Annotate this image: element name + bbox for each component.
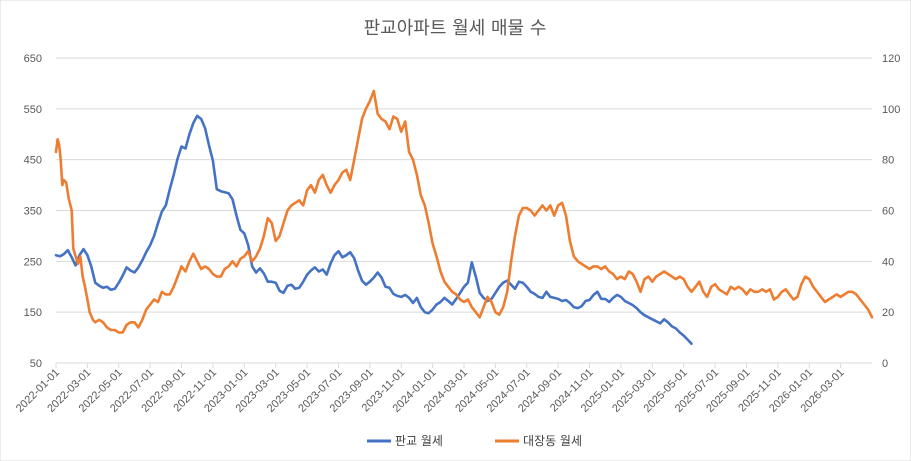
left-tick-label: 250 (24, 256, 42, 268)
left-y-axis: 50 150 250 350 450 550 650 (24, 53, 42, 370)
left-tick-label: 50 (30, 358, 42, 370)
legend: 판교 월세 대장동 월세 (367, 434, 582, 448)
right-tick-label: 0 (882, 358, 888, 370)
right-tick-label: 20 (882, 307, 894, 319)
left-tick-label: 350 (24, 206, 42, 218)
series (54, 89, 874, 346)
right-tick-label: 80 (882, 155, 894, 167)
left-tick-label: 650 (24, 53, 42, 65)
right-tick-label: 60 (882, 206, 894, 218)
right-y-axis: 0 20 40 60 80 100 120 (882, 53, 900, 370)
left-tick-label: 550 (24, 104, 42, 116)
left-tick-label: 450 (24, 155, 42, 167)
legend-label: 판교 월세 (395, 434, 443, 448)
right-tick-label: 120 (882, 53, 900, 65)
gridlines (56, 57, 872, 364)
right-tick-label: 40 (882, 256, 894, 268)
right-tick-label: 100 (882, 104, 900, 116)
left-tick-label: 150 (24, 307, 42, 319)
legend-label: 대장동 월세 (523, 434, 582, 448)
chart-title: 판교아파트 월세 매물 수 (364, 18, 547, 39)
series-line-2 (54, 89, 874, 334)
series-line-1 (54, 114, 693, 346)
